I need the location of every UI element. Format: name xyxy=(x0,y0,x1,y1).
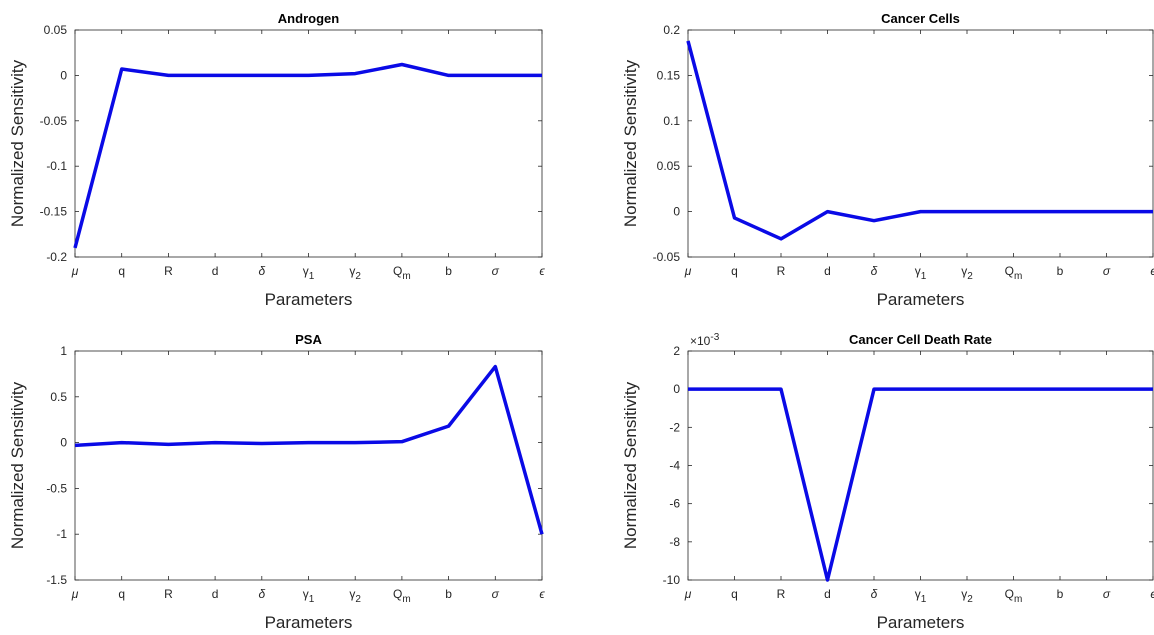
x-tick-label: Qm xyxy=(393,587,411,605)
x-tick-label: b xyxy=(1057,587,1064,601)
y-tick-label: 0.05 xyxy=(44,23,68,37)
x-tick-label: μ xyxy=(71,264,79,278)
x-tick-label: ϵ xyxy=(1150,587,1154,601)
y-tick-label: -0.15 xyxy=(40,205,68,219)
x-tick-label: δ xyxy=(258,264,265,278)
y-tick-label: -0.2 xyxy=(46,250,67,264)
y-tick-label: 0.15 xyxy=(657,68,681,82)
x-tick-label: σ xyxy=(492,587,500,601)
y-tick-label: -0.5 xyxy=(46,481,67,495)
y-tick-label: 2 xyxy=(673,344,680,358)
x-tick-label: R xyxy=(777,587,786,601)
x-tick-label: ϵ xyxy=(1150,264,1154,278)
y-axis-label: Normalized Sensitivity xyxy=(621,381,640,549)
x-tick-label: b xyxy=(445,587,452,601)
x-tick-label: b xyxy=(1057,264,1064,278)
y-tick-label: 0 xyxy=(673,382,680,396)
panel-title: PSA xyxy=(295,332,322,347)
x-tick-label: δ xyxy=(258,587,265,601)
x-tick-label: R xyxy=(777,264,786,278)
x-tick-label: Qm xyxy=(1005,264,1023,282)
x-tick-label: Qm xyxy=(393,264,411,282)
x-tick-label: γ1 xyxy=(915,264,927,282)
x-tick-label: q xyxy=(118,587,125,601)
y-tick-label: -1.5 xyxy=(46,573,67,587)
y-tick-label: 0 xyxy=(60,68,67,82)
x-tick-label: Qm xyxy=(1005,587,1023,605)
x-tick-label: q xyxy=(731,587,738,601)
x-axis-label: Parameters xyxy=(877,290,965,309)
x-tick-label: q xyxy=(118,264,125,278)
x-tick-label: R xyxy=(164,264,173,278)
y-tick-label: -0.1 xyxy=(46,159,67,173)
y-tick-label: -4 xyxy=(669,459,680,473)
x-tick-label: δ xyxy=(871,264,878,278)
panel-title: Androgen xyxy=(278,11,339,26)
x-tick-label: ϵ xyxy=(539,587,545,601)
x-tick-label: R xyxy=(164,587,173,601)
panel-marks: 2 0 -2 -4 -6 -8 -10μ q Rd δ γ1 γ2 Qm b σ ϵ ×10-3 xyxy=(663,332,1154,605)
x-tick-label: μ xyxy=(684,587,692,601)
panel-title: Cancer Cells xyxy=(881,11,960,26)
panel-cancer-cell-death-rate: Cancer Cell Death Rate Parameters Normal… xyxy=(621,332,1154,632)
x-axis-label: Parameters xyxy=(877,613,965,632)
x-tick-label: μ xyxy=(684,264,692,278)
y-tick-label: 0 xyxy=(60,436,67,450)
x-axis-label: Parameters xyxy=(265,613,353,632)
y-tick-label: -6 xyxy=(669,497,680,511)
x-tick-label: σ xyxy=(1103,587,1111,601)
panel-marks: 0.2 0.15 0.1 0.05 0 -0.05μ q Rd δ γ1 γ2 Qm b σ ϵ xyxy=(653,23,1154,282)
panel-cancer-cells: Cancer Cells Parameters Normalized Sensi… xyxy=(621,11,1154,309)
y-tick-label: 0.1 xyxy=(663,114,680,128)
x-tick-label: γ1 xyxy=(303,264,315,282)
panel-frame xyxy=(687,350,1154,581)
x-tick-label: γ2 xyxy=(349,587,361,605)
y-tick-label: -10 xyxy=(663,573,681,587)
panel-psa: PSA Parameters Normalized Sensitivity 1 0… xyxy=(8,332,545,632)
y-tick-label: 0.5 xyxy=(50,390,67,404)
x-tick-label: μ xyxy=(71,587,79,601)
x-tick-label: d xyxy=(212,264,219,278)
x-tick-label: b xyxy=(445,264,452,278)
x-tick-label: γ2 xyxy=(961,264,973,282)
x-tick-label: d xyxy=(212,587,219,601)
x-tick-label: γ2 xyxy=(349,264,361,282)
y-tick-label: 0.05 xyxy=(657,159,681,173)
y-tick-label: 0.2 xyxy=(663,23,680,37)
series-line xyxy=(688,387,1153,582)
x-tick-label: σ xyxy=(492,264,500,278)
series-line xyxy=(73,62,542,249)
x-tick-label: q xyxy=(731,264,738,278)
series-line xyxy=(74,364,544,535)
x-tick-label: ϵ xyxy=(539,264,545,278)
panel-androgen: Androgen Parameters Normalized Sensitivi… xyxy=(8,11,545,309)
series-line xyxy=(686,40,1153,241)
y-tick-label: -2 xyxy=(669,420,680,434)
y-axis-label: Normalized Sensitivity xyxy=(8,59,27,227)
exponent-label: ×10-3 xyxy=(690,332,720,348)
panel-title: Cancer Cell Death Rate xyxy=(849,332,992,347)
y-tick-label: -1 xyxy=(56,527,67,541)
x-tick-label: d xyxy=(824,587,831,601)
panel-frame xyxy=(74,29,543,258)
x-tick-label: d xyxy=(824,264,831,278)
x-tick-label: γ1 xyxy=(915,587,927,605)
panel-frame xyxy=(687,29,1154,258)
panel-frame xyxy=(74,350,543,581)
y-tick-label: -8 xyxy=(669,535,680,549)
y-tick-label: 1 xyxy=(60,344,67,358)
y-tick-label: 0 xyxy=(673,205,680,219)
y-axis-label: Normalized Sensitivity xyxy=(8,381,27,549)
x-axis-label: Parameters xyxy=(265,290,353,309)
y-tick-label: -0.05 xyxy=(40,114,68,128)
y-axis-label: Normalized Sensitivity xyxy=(621,59,640,227)
x-tick-label: γ2 xyxy=(961,587,973,605)
x-tick-label: γ1 xyxy=(303,587,315,605)
x-tick-label: δ xyxy=(871,587,878,601)
x-tick-label: σ xyxy=(1103,264,1111,278)
y-tick-label: -0.05 xyxy=(653,250,681,264)
